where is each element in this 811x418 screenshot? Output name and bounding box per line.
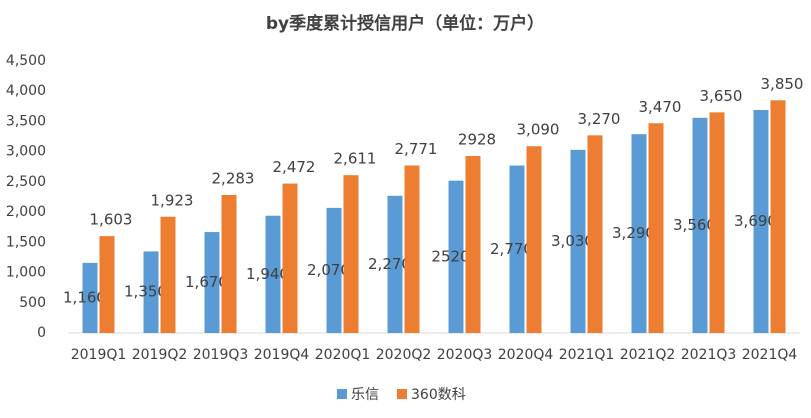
y-tick-label: 1,000 <box>6 265 46 281</box>
y-tick-label: 2,000 <box>6 204 46 220</box>
x-tick-label: 2020Q2 <box>376 347 432 363</box>
y-tick-label: 500 <box>19 295 46 311</box>
bar <box>99 236 115 333</box>
chart-title: by季度累计授信用户（单位：万户） <box>266 13 544 34</box>
bar <box>509 165 525 333</box>
value-label: 3,470 <box>639 98 682 116</box>
value-label: 1,160 <box>63 288 106 306</box>
y-tick-label: 3,500 <box>6 113 46 129</box>
value-label: 3,290 <box>612 224 655 242</box>
x-tick-label: 2021Q1 <box>559 347 615 363</box>
value-label: 2,070 <box>307 261 350 279</box>
value-label: 2,283 <box>212 170 255 188</box>
x-tick-label: 2020Q3 <box>437 347 493 363</box>
x-tick-label: 2021Q2 <box>620 347 676 363</box>
value-label: 2,771 <box>395 140 438 158</box>
bar <box>343 175 359 333</box>
legend-label: 乐信 <box>351 387 379 403</box>
bar <box>160 216 176 333</box>
value-label: 2,770 <box>490 240 533 258</box>
x-tick-label: 2021Q3 <box>681 347 737 363</box>
bar <box>265 215 281 333</box>
bar <box>526 146 542 333</box>
bar <box>404 165 420 333</box>
x-tick-label: 2019Q1 <box>71 347 127 363</box>
bar <box>770 100 786 334</box>
bar <box>587 135 603 333</box>
value-label: 3,270 <box>578 110 621 128</box>
value-label: 3,030 <box>551 232 594 250</box>
value-label: 2,270 <box>368 255 411 273</box>
bar <box>465 156 481 333</box>
value-label: 1,350 <box>124 283 167 301</box>
bar <box>82 262 98 333</box>
legend-swatch <box>397 389 407 399</box>
bar <box>709 112 725 333</box>
x-tick-label: 2021Q4 <box>742 347 798 363</box>
value-label: 3,560 <box>673 216 716 234</box>
bar <box>753 109 769 334</box>
y-tick-label: 1,500 <box>6 234 46 250</box>
value-label: 3,090 <box>517 121 560 139</box>
y-tick-label: 4,500 <box>6 53 46 69</box>
bar <box>631 134 647 333</box>
legend-swatch <box>337 389 347 399</box>
y-tick-label: 0 <box>37 325 46 341</box>
y-tick-label: 3,000 <box>6 144 46 160</box>
bar <box>282 183 298 333</box>
value-label: 2,472 <box>273 158 316 176</box>
y-tick-label: 4,000 <box>6 83 46 99</box>
bar <box>326 207 342 333</box>
x-tick-label: 2020Q1 <box>315 347 371 363</box>
legend-label: 360数科 <box>411 387 466 403</box>
y-tick-label: 2,500 <box>6 174 46 190</box>
value-label: 2520 <box>431 247 469 265</box>
value-label: 1,670 <box>185 273 228 291</box>
value-label: 2928 <box>458 131 496 149</box>
value-label: 3,650 <box>700 87 743 105</box>
value-label: 3,850 <box>761 75 804 93</box>
bar <box>387 195 403 333</box>
value-label: 2,611 <box>334 150 377 168</box>
value-label: 1,603 <box>90 211 133 229</box>
x-tick-label: 2020Q4 <box>498 347 554 363</box>
x-tick-label: 2019Q3 <box>193 347 249 363</box>
value-label: 1,923 <box>151 191 194 209</box>
value-label: 1,940 <box>246 265 289 283</box>
bar <box>570 149 586 333</box>
x-tick-label: 2019Q4 <box>254 347 310 363</box>
bar <box>692 117 708 333</box>
bar <box>648 123 664 333</box>
bar <box>204 232 220 333</box>
bar <box>448 180 464 333</box>
bar <box>143 251 159 333</box>
value-label: 3,690 <box>734 212 777 230</box>
bar <box>221 195 237 333</box>
x-tick-label: 2019Q2 <box>132 347 188 363</box>
